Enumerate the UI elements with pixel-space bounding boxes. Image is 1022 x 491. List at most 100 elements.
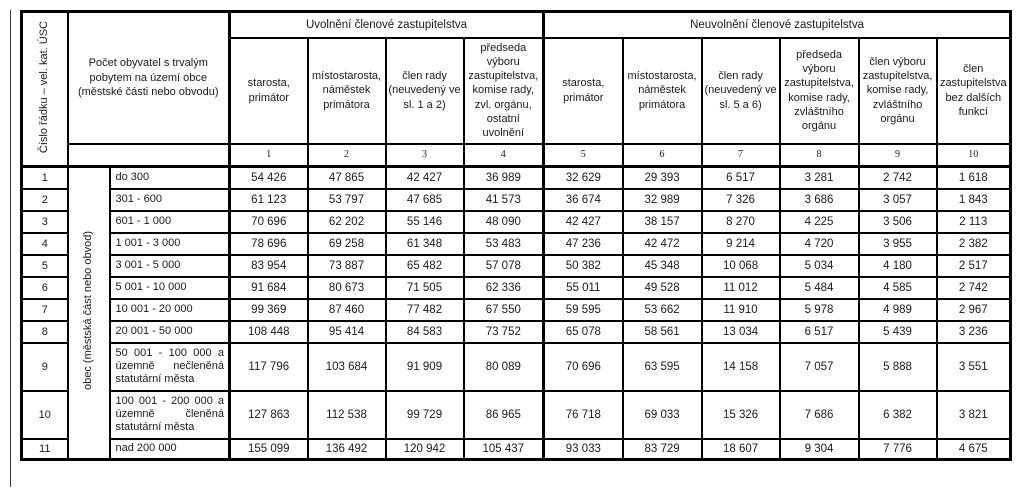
value-cell: 83 729 bbox=[621, 437, 703, 461]
table-row: 8 20 001 - 50 000 108 448 95 414 84 583 73 75… bbox=[20, 319, 1012, 344]
value-cell: 4 989 bbox=[857, 297, 938, 322]
value-cell: 2 382 bbox=[935, 231, 1012, 256]
column-number-10: 10 bbox=[935, 142, 1012, 168]
value-cell: 3 551 bbox=[935, 341, 1012, 392]
table-header: Číslo řádku – vel. kat. ÚSC Počet obyvat… bbox=[20, 10, 1012, 168]
col-header-predseda-vyboru-uvolneny: předseda výboru zastupitelstva, komise r… bbox=[462, 36, 545, 145]
value-cell: 3 281 bbox=[778, 165, 860, 190]
value-cell: 32 989 bbox=[621, 187, 703, 212]
group-header-uvolneni: Uvolnění členové zastupitelstva bbox=[228, 10, 545, 39]
table-row: 10 100 001 - 200 000 a územně členěná sta… bbox=[20, 389, 1012, 440]
column-number-9: 9 bbox=[857, 142, 938, 168]
value-cell: 2 742 bbox=[857, 165, 938, 190]
value-cell: 10 068 bbox=[700, 253, 781, 278]
population-category: 3 001 - 5 000 bbox=[108, 253, 231, 278]
value-cell: 69 258 bbox=[306, 231, 387, 256]
value-cell: 99 369 bbox=[228, 297, 309, 322]
population-category: 50 001 - 100 000 a územně nečleněná stat… bbox=[108, 341, 231, 392]
value-cell: 3 236 bbox=[935, 319, 1012, 344]
value-cell: 2 517 bbox=[935, 253, 1012, 278]
col-header-starosta-uvolneny: starosta, primátor bbox=[228, 36, 309, 145]
value-cell: 77 482 bbox=[384, 297, 465, 322]
table-row: 4 1 001 - 3 000 78 696 69 258 61 348 53 483 47… bbox=[20, 231, 1012, 256]
value-cell: 4 180 bbox=[857, 253, 938, 278]
column-number-2: 2 bbox=[306, 142, 387, 168]
value-cell: 91 909 bbox=[384, 341, 465, 392]
value-cell: 5 034 bbox=[778, 253, 860, 278]
row-group-label-text: obec (městská část nebo obvod) bbox=[82, 231, 94, 391]
value-cell: 70 696 bbox=[542, 341, 624, 392]
remuneration-table: Číslo řádku – vel. kat. ÚSC Počet obyvat… bbox=[20, 10, 1012, 462]
column-number-6: 6 bbox=[621, 142, 703, 168]
value-cell: 71 505 bbox=[384, 275, 465, 300]
value-cell: 70 696 bbox=[228, 209, 309, 234]
column-number-7: 7 bbox=[700, 142, 781, 168]
value-cell: 91 684 bbox=[228, 275, 309, 300]
value-cell: 42 427 bbox=[384, 165, 465, 190]
table-row: 3 601 - 1 000 70 696 62 202 55 146 48 090 42 4… bbox=[20, 209, 1012, 234]
value-cell: 7 326 bbox=[700, 187, 781, 212]
value-cell: 76 718 bbox=[542, 389, 624, 440]
population-category: 601 - 1 000 bbox=[108, 209, 231, 234]
column-header-row: starosta, primátor místostarosta, náměst… bbox=[22, 36, 1012, 145]
value-cell: 78 696 bbox=[228, 231, 309, 256]
value-cell: 5 439 bbox=[857, 319, 938, 344]
value-cell: 45 348 bbox=[621, 253, 703, 278]
value-cell: 65 482 bbox=[384, 253, 465, 278]
value-cell: 73 752 bbox=[462, 319, 545, 344]
table-row: 9 50 001 - 100 000 a územně nečleněná sta… bbox=[20, 341, 1012, 392]
value-cell: 49 528 bbox=[621, 275, 703, 300]
value-cell: 54 426 bbox=[228, 165, 309, 190]
population-category: do 300 bbox=[108, 165, 231, 190]
population-category: 1 001 - 3 000 bbox=[108, 231, 231, 256]
value-cell: 80 089 bbox=[462, 341, 545, 392]
scan-frame-line bbox=[10, 10, 11, 487]
value-cell: 8 270 bbox=[700, 209, 781, 234]
group-header-row: Číslo řádku – vel. kat. ÚSC Počet obyvat… bbox=[20, 10, 1012, 168]
value-cell: 57 078 bbox=[462, 253, 545, 278]
value-cell: 3 506 bbox=[857, 209, 938, 234]
value-cell: 53 797 bbox=[306, 187, 387, 212]
table-row: 11 nad 200 000 155 099 136 492 120 942 105 43… bbox=[20, 437, 1012, 461]
value-cell: 155 099 bbox=[228, 437, 309, 461]
value-cell: 42 472 bbox=[621, 231, 703, 256]
value-cell: 3 057 bbox=[857, 187, 938, 212]
population-category: 100 001 - 200 000 a územně členěná statu… bbox=[108, 389, 231, 440]
col-header-clen-rady-neuvolneny: člen rady (neuvedený ve sl. 5 a 6) bbox=[700, 36, 781, 145]
value-cell: 48 090 bbox=[462, 209, 545, 234]
value-cell: 84 583 bbox=[384, 319, 465, 344]
value-cell: 61 123 bbox=[228, 187, 309, 212]
value-cell: 3 686 bbox=[778, 187, 860, 212]
value-cell: 58 561 bbox=[621, 319, 703, 344]
value-cell: 1 618 bbox=[935, 165, 1012, 190]
table-body: 1 obec (městská část nebo obvod) do 300 54 … bbox=[20, 165, 1012, 461]
value-cell: 2 113 bbox=[935, 209, 1012, 234]
value-cell: 120 942 bbox=[384, 437, 465, 461]
column-number-empty-cell bbox=[66, 142, 231, 168]
value-cell: 29 393 bbox=[621, 165, 703, 190]
value-cell: 69 033 bbox=[621, 389, 703, 440]
value-cell: 108 448 bbox=[228, 319, 309, 344]
value-cell: 55 011 bbox=[542, 275, 624, 300]
row-number: 11 bbox=[20, 437, 69, 461]
value-cell: 32 629 bbox=[542, 165, 624, 190]
value-cell: 112 538 bbox=[306, 389, 387, 440]
column-number-3: 3 bbox=[384, 142, 465, 168]
value-cell: 3 821 bbox=[935, 389, 1012, 440]
value-cell: 2 742 bbox=[935, 275, 1012, 300]
col-header-clen-rady-uvolneny: člen rady (neuvedený ve sl. 1 a 2) bbox=[384, 36, 465, 145]
row-number: 5 bbox=[20, 253, 69, 278]
col-header-mistostarosta-neuvolneny: místostarosta, náměstek primátora bbox=[621, 36, 703, 145]
column-number-5: 5 bbox=[542, 142, 624, 168]
value-cell: 36 674 bbox=[542, 187, 624, 212]
value-cell: 65 078 bbox=[542, 319, 624, 344]
value-cell: 62 202 bbox=[306, 209, 387, 234]
value-cell: 47 865 bbox=[306, 165, 387, 190]
value-cell: 9 214 bbox=[700, 231, 781, 256]
value-cell: 55 146 bbox=[384, 209, 465, 234]
col-header-clen-vyboru-neuvolneny: člen výboru zastupitelstva, komise rady,… bbox=[857, 36, 938, 145]
row-number: 7 bbox=[20, 297, 69, 322]
value-cell: 63 595 bbox=[621, 341, 703, 392]
row-group-label-cell: obec (městská část nebo obvod) bbox=[66, 165, 111, 461]
value-cell: 7 686 bbox=[778, 389, 860, 440]
